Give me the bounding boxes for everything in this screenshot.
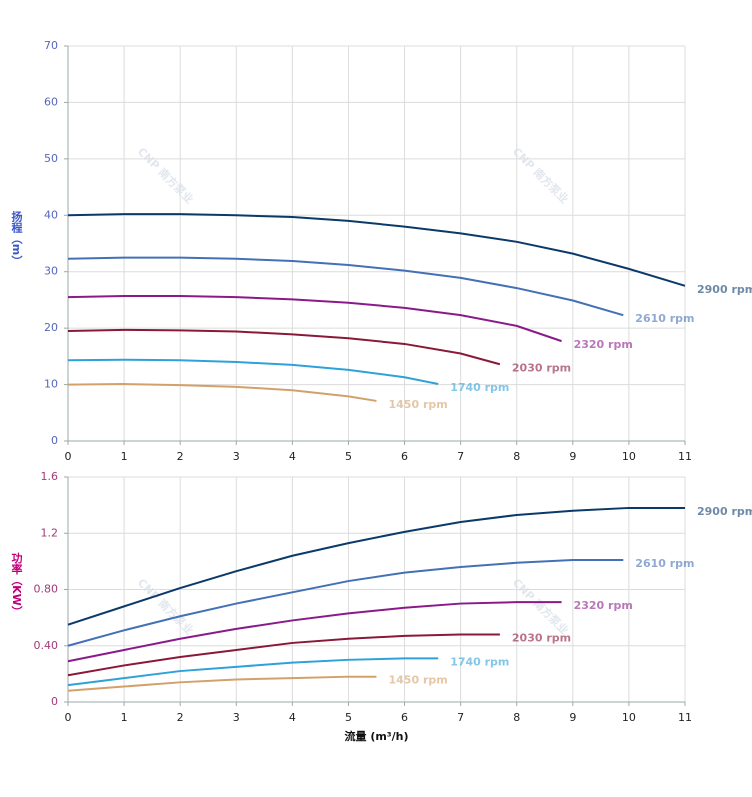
series-label: 2900 rpm — [697, 283, 752, 296]
x-axis-label: 流量 (m³/h) — [344, 729, 408, 743]
y-tick-label: 0.40 — [34, 639, 59, 652]
x-tick-label: 6 — [401, 450, 408, 463]
series-line — [67, 657, 439, 687]
watermark: CNP 南方泵业 — [135, 144, 197, 206]
y-tick-label: 60 — [44, 95, 58, 108]
y-tick-label: 0 — [51, 434, 58, 447]
x-tick-label: 8 — [513, 450, 520, 463]
x-tick-label: 1 — [121, 450, 128, 463]
series-label: 1740 rpm — [450, 655, 509, 668]
series-line — [67, 633, 500, 677]
y-tick-label: 10 — [44, 378, 58, 391]
y-tick-label: 0 — [51, 695, 58, 708]
y-tick-label: 70 — [44, 39, 58, 52]
y-tick-label: 1.2 — [41, 526, 59, 539]
y-tick-label: 40 — [44, 208, 58, 221]
x-tick-label: 0 — [65, 711, 72, 724]
x-tick-label: 6 — [401, 711, 408, 724]
series-label: 2320 rpm — [574, 599, 633, 612]
series-label: 2610 rpm — [635, 557, 694, 570]
x-tick-label: 9 — [569, 450, 576, 463]
series-label: 1450 rpm — [389, 398, 448, 411]
series-label: 1740 rpm — [450, 381, 509, 394]
series-label: 2320 rpm — [574, 338, 633, 351]
y-tick-label: 20 — [44, 321, 58, 334]
x-tick-label: 10 — [622, 450, 636, 463]
y-axis-label: 扬程（m） — [10, 209, 24, 266]
series-line — [67, 558, 624, 647]
y-tick-label: 0.80 — [34, 583, 59, 596]
x-tick-label: 11 — [678, 450, 692, 463]
x-tick-label: 4 — [289, 711, 296, 724]
y-tick-label: 30 — [44, 265, 58, 278]
series-label: 2900 rpm — [697, 505, 752, 518]
series-line — [67, 213, 686, 287]
series-line — [67, 256, 624, 317]
series-line — [67, 601, 562, 663]
series-label: 2610 rpm — [635, 312, 694, 325]
x-tick-label: 7 — [457, 711, 464, 724]
x-tick-label: 4 — [289, 450, 296, 463]
x-tick-label: 11 — [678, 711, 692, 724]
series-line — [67, 328, 501, 366]
x-tick-label: 9 — [569, 711, 576, 724]
series-line — [67, 294, 562, 343]
x-tick-label: 5 — [345, 450, 352, 463]
y-tick-label: 50 — [44, 152, 58, 165]
series-label: 2030 rpm — [512, 361, 571, 374]
x-tick-label: 2 — [177, 450, 184, 463]
series-line — [67, 358, 439, 385]
x-tick-label: 8 — [513, 711, 520, 724]
series-line — [67, 675, 377, 692]
x-tick-label: 7 — [457, 450, 464, 463]
watermark: CNP 南方泵业 — [135, 575, 197, 637]
x-tick-label: 3 — [233, 711, 240, 724]
x-tick-label: 3 — [233, 450, 240, 463]
x-tick-label: 2 — [177, 711, 184, 724]
x-tick-label: 10 — [622, 711, 636, 724]
y-tick-label: 1.6 — [41, 470, 59, 483]
series-label: 2030 rpm — [512, 632, 571, 645]
watermark: CNP 南方泵业 — [510, 575, 572, 637]
series-line — [67, 383, 377, 402]
watermark: CNP 南方泵业 — [510, 144, 572, 206]
y-axis-label: 功率（KW） — [10, 551, 24, 617]
x-tick-label: 5 — [345, 711, 352, 724]
series-line — [67, 506, 685, 626]
series-label: 1450 rpm — [389, 674, 448, 687]
x-tick-label: 1 — [121, 711, 128, 724]
x-tick-label: 0 — [65, 450, 72, 463]
